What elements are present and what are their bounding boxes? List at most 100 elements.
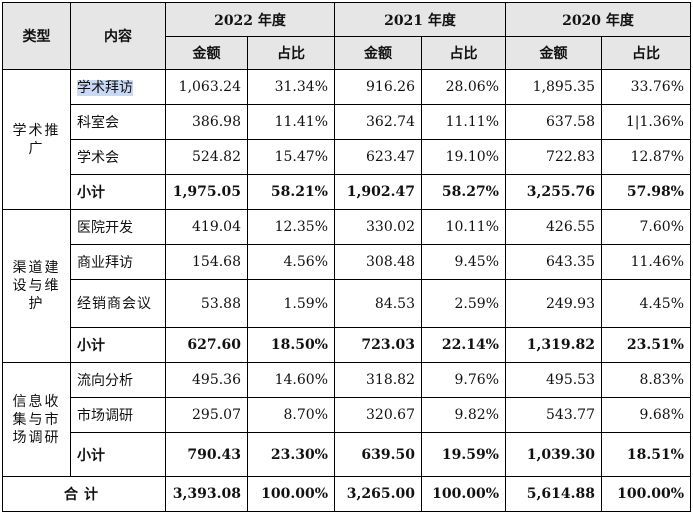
value-cell: 3,255.76	[505, 174, 602, 210]
value-cell: 9.82%	[421, 397, 506, 433]
total-label: 合计	[2, 476, 166, 512]
value-cell: 7.60%	[601, 209, 691, 245]
value-cell: 19.10%	[421, 139, 506, 175]
highlighted-text: 学术拜访	[77, 80, 133, 96]
value-cell: 154.68	[165, 244, 248, 280]
header-row-2: 金额 占比 金额 占比 金额 占比	[3, 36, 691, 70]
value-cell: 639.50	[334, 432, 422, 477]
header-ratio: 占比	[601, 36, 691, 70]
value-cell: 8.70%	[247, 397, 335, 433]
header-year-2021: 2021 年度	[334, 2, 506, 37]
value-cell: 4.56%	[247, 244, 335, 280]
header-amount: 金额	[334, 36, 422, 70]
header-content: 内容	[70, 2, 166, 70]
value-cell: 15.47%	[247, 139, 335, 175]
value-cell: 11.11%	[421, 104, 506, 140]
value-cell: 100.00%	[601, 476, 691, 512]
table-row: 商业拜访 154.68 4.56% 308.48 9.45% 643.35 11…	[3, 244, 691, 280]
value-cell: 1,039.30	[505, 432, 602, 477]
subtotal-row: 小计 627.60 18.50% 723.03 22.14% 1,319.82 …	[3, 327, 691, 363]
header-amount: 金额	[505, 36, 602, 70]
value-cell: 916.26	[334, 69, 422, 105]
value-cell: 84.53	[334, 279, 422, 328]
value-cell: 1,975.05	[165, 174, 248, 210]
value-cell: 386.98	[165, 104, 248, 140]
item-cell: 流向分析	[70, 362, 166, 398]
value-cell: 249.93	[505, 279, 602, 328]
value-cell: 23.51%	[601, 327, 691, 363]
header-amount: 金额	[165, 36, 248, 70]
item-cell: 学术会	[70, 139, 166, 175]
header-year-2022: 2022 年度	[165, 2, 335, 37]
value-cell: 2.59%	[421, 279, 506, 328]
value-cell: 58.27%	[421, 174, 506, 210]
value-cell: 623.47	[334, 139, 422, 175]
value-cell: 33.76%	[601, 69, 691, 105]
value-cell: 295.07	[165, 397, 248, 433]
value-cell: 18.51%	[601, 432, 691, 477]
table-row: 学术推广 学术拜访 1,063.24 31.34% 916.26 28.06% …	[2, 69, 691, 210]
value-cell: 1,319.82	[505, 327, 602, 363]
value-cell: 53.88	[165, 279, 248, 328]
value-cell: 318.82	[334, 362, 422, 398]
value-cell: 330.02	[334, 209, 422, 245]
value-cell: 11.46%	[601, 244, 691, 280]
item-cell: 医院开发	[70, 209, 166, 245]
value-cell: 23.30%	[247, 432, 335, 477]
item-cell: 科室会	[70, 104, 166, 140]
item-cell: 市场调研	[70, 397, 166, 433]
value-cell: 8.83%	[601, 362, 691, 398]
value-cell: 4.45%	[601, 279, 691, 328]
value-cell: 5,614.88	[505, 476, 602, 512]
value-cell: 1.59%	[247, 279, 335, 328]
header-type: 类型	[2, 2, 71, 70]
category-cell: 学术推广	[2, 69, 71, 210]
subtotal-label: 小计	[70, 327, 166, 363]
value-cell: 627.60	[165, 327, 248, 363]
value-cell: 362.74	[334, 104, 422, 140]
value-cell: 18.50%	[247, 327, 335, 363]
value-cell: 723.03	[334, 327, 422, 363]
value-cell: 3,393.08	[165, 476, 248, 512]
value-cell: 1,063.24	[165, 69, 248, 105]
header-year-2020: 2020 年度	[505, 2, 691, 37]
value-cell: 1,895.35	[505, 69, 602, 105]
value-cell: 637.58	[505, 104, 602, 140]
value-cell: 722.83	[505, 139, 602, 175]
category-cell: 渠道建设与维护	[2, 209, 71, 363]
subtotal-label: 小计	[70, 432, 166, 477]
value-cell: 495.53	[505, 362, 602, 398]
value-cell: 19.59%	[421, 432, 506, 477]
value-cell: 320.67	[334, 397, 422, 433]
value-cell: 10.11%	[421, 209, 506, 245]
header-row-1: 类型 内容 2022 年度 2021 年度 2020 年度	[2, 2, 691, 70]
value-cell: 28.06%	[421, 69, 506, 105]
value-cell: 12.87%	[601, 139, 691, 175]
total-row: 合计 3,393.08 100.00% 3,265.00 100.00% 5,6…	[2, 476, 691, 512]
value-cell: 57.98%	[601, 174, 691, 210]
value-cell: 12.35%	[247, 209, 335, 245]
subtotal-label: 小计	[70, 174, 166, 210]
value-cell: 11.41%	[247, 104, 335, 140]
value-cell: 3,265.00	[334, 476, 422, 512]
value-cell: 9.76%	[421, 362, 506, 398]
item-cell: 商业拜访	[70, 244, 166, 280]
value-cell: 419.04	[165, 209, 248, 245]
value-cell: 1,902.47	[334, 174, 422, 210]
value-cell: 308.48	[334, 244, 422, 280]
table-row: 科室会 386.98 11.41% 362.74 11.11% 637.58 1…	[3, 104, 691, 140]
value-cell: 100.00%	[421, 476, 506, 512]
value-cell: 58.21%	[247, 174, 335, 210]
table-row: 经销商会议 53.88 1.59% 84.53 2.59% 249.93 4.4…	[3, 279, 691, 328]
header-ratio: 占比	[421, 36, 506, 70]
value-cell: 22.14%	[421, 327, 506, 363]
subtotal-row: 小计 1,975.05 58.21% 1,902.47 58.27% 3,255…	[3, 174, 691, 210]
table-row: 信息收集与市场调研 流向分析 495.36 14.60% 318.82 9.76…	[2, 362, 691, 477]
value-cell: 1|1.36%	[601, 104, 691, 140]
table-row: 渠道建设与维护 医院开发 419.04 12.35% 330.02 10.11%…	[2, 209, 691, 363]
value-cell: 9.45%	[421, 244, 506, 280]
table-row: 市场调研 295.07 8.70% 320.67 9.82% 543.77 9.…	[3, 397, 691, 433]
header-ratio: 占比	[247, 36, 335, 70]
value-cell: 524.82	[165, 139, 248, 175]
